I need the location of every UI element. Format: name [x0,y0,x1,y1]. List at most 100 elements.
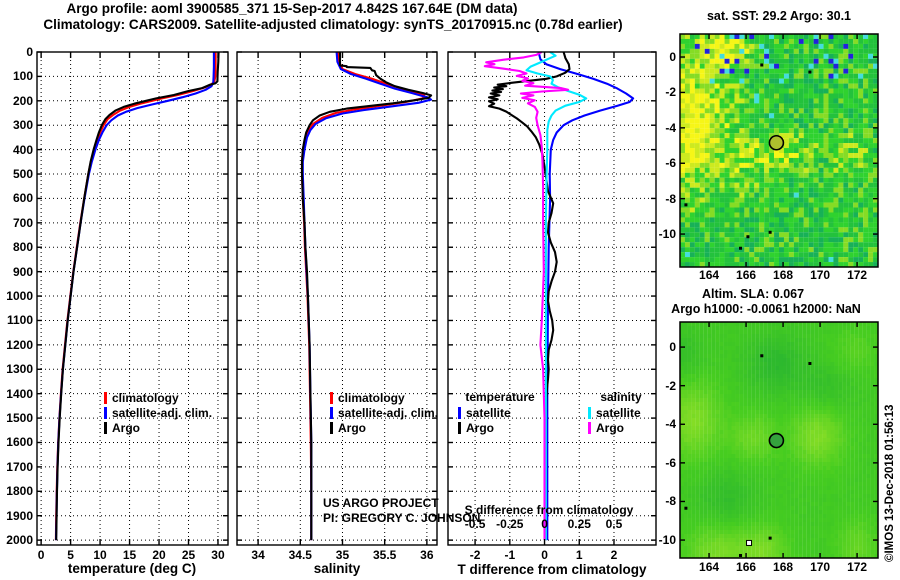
map-cell [798,422,803,426]
map-cell [683,466,688,470]
map-cell [747,330,752,334]
map-cell [810,518,815,522]
map-cell [806,498,811,502]
map-cell [719,330,724,334]
map-cell [755,358,760,362]
map-cell [755,342,760,346]
map-cell [870,462,875,466]
map-cell [707,454,712,458]
map-cell [751,538,756,542]
map-cell [719,257,725,263]
map-cell [790,490,795,494]
map-cell [790,498,795,502]
map-cell [759,103,765,109]
map-cell [731,522,736,526]
map-cell [763,466,768,470]
map-cell [779,88,784,94]
map-cell [699,462,704,466]
map-cell [739,410,744,414]
map-cell [838,530,843,534]
map-cell [703,402,708,406]
map-cell [798,390,803,394]
map-cell [739,322,744,326]
map-cell [687,466,692,470]
map-cell [828,227,834,233]
map-cell [846,410,851,414]
map-cell [862,422,867,426]
map-cell [788,262,794,268]
map-cell [783,88,789,94]
map-cell [723,526,728,530]
map-cell [704,123,710,129]
map-cell [873,247,879,253]
map-cell [719,167,725,173]
map-cell [794,402,799,406]
map-cell [790,438,795,442]
map-cell [814,530,819,534]
map-cell [684,252,690,258]
map-cell [680,103,685,109]
map-cell [744,53,750,59]
map-cell [798,197,804,203]
map-cell [691,466,696,470]
map-cell [779,522,783,526]
map-cell [834,530,839,534]
map-cell [806,530,811,534]
map-cell [709,43,715,49]
map-cell [727,342,732,346]
map-cell [842,346,847,350]
map-cell [833,143,839,149]
map-cell [719,108,725,114]
map-cell [808,133,814,139]
map-cell [873,148,879,154]
map-cell [775,422,780,426]
map-cell [709,152,715,158]
map-cell [739,366,744,370]
map-cell [830,438,835,442]
map-cell [711,382,716,386]
map-cell [775,366,780,370]
map-cell [711,342,716,346]
map-cell [747,474,752,478]
map-cell [767,498,772,502]
map-cell [866,370,871,374]
map-cell [786,322,791,326]
map-cell [763,322,768,326]
map-cell [749,217,755,223]
map-cell [744,128,750,134]
map-cell [680,38,685,44]
map-cell [680,78,685,84]
map-cell [802,510,807,514]
map-cell [687,530,692,534]
map-cell [747,398,752,402]
map-cell [853,103,859,109]
map-cell [739,402,744,406]
map-cell [715,470,720,474]
map-cell [818,162,824,168]
map-cell [788,232,794,238]
map-cell [828,113,834,119]
map-cell [723,490,728,494]
map-cell [699,222,705,228]
map-cell [715,406,720,410]
map-cell [767,518,772,522]
map-cell [810,334,815,338]
map-cell [850,470,855,474]
map-cell [683,362,688,366]
map-cell [862,430,867,434]
map-cell [755,498,760,502]
map-cell [802,386,807,390]
map-cell [707,530,712,534]
map-cell [842,506,847,510]
map-cell [853,113,859,119]
map-cell [802,382,807,386]
map-cell [846,486,851,490]
map-cell [834,406,839,410]
map-cell [711,494,716,498]
map-cell [695,514,700,518]
map-cell [724,43,730,49]
map-cell [848,182,854,188]
map-cell [779,502,783,506]
map-cell [863,202,869,208]
map-cell [687,498,692,502]
